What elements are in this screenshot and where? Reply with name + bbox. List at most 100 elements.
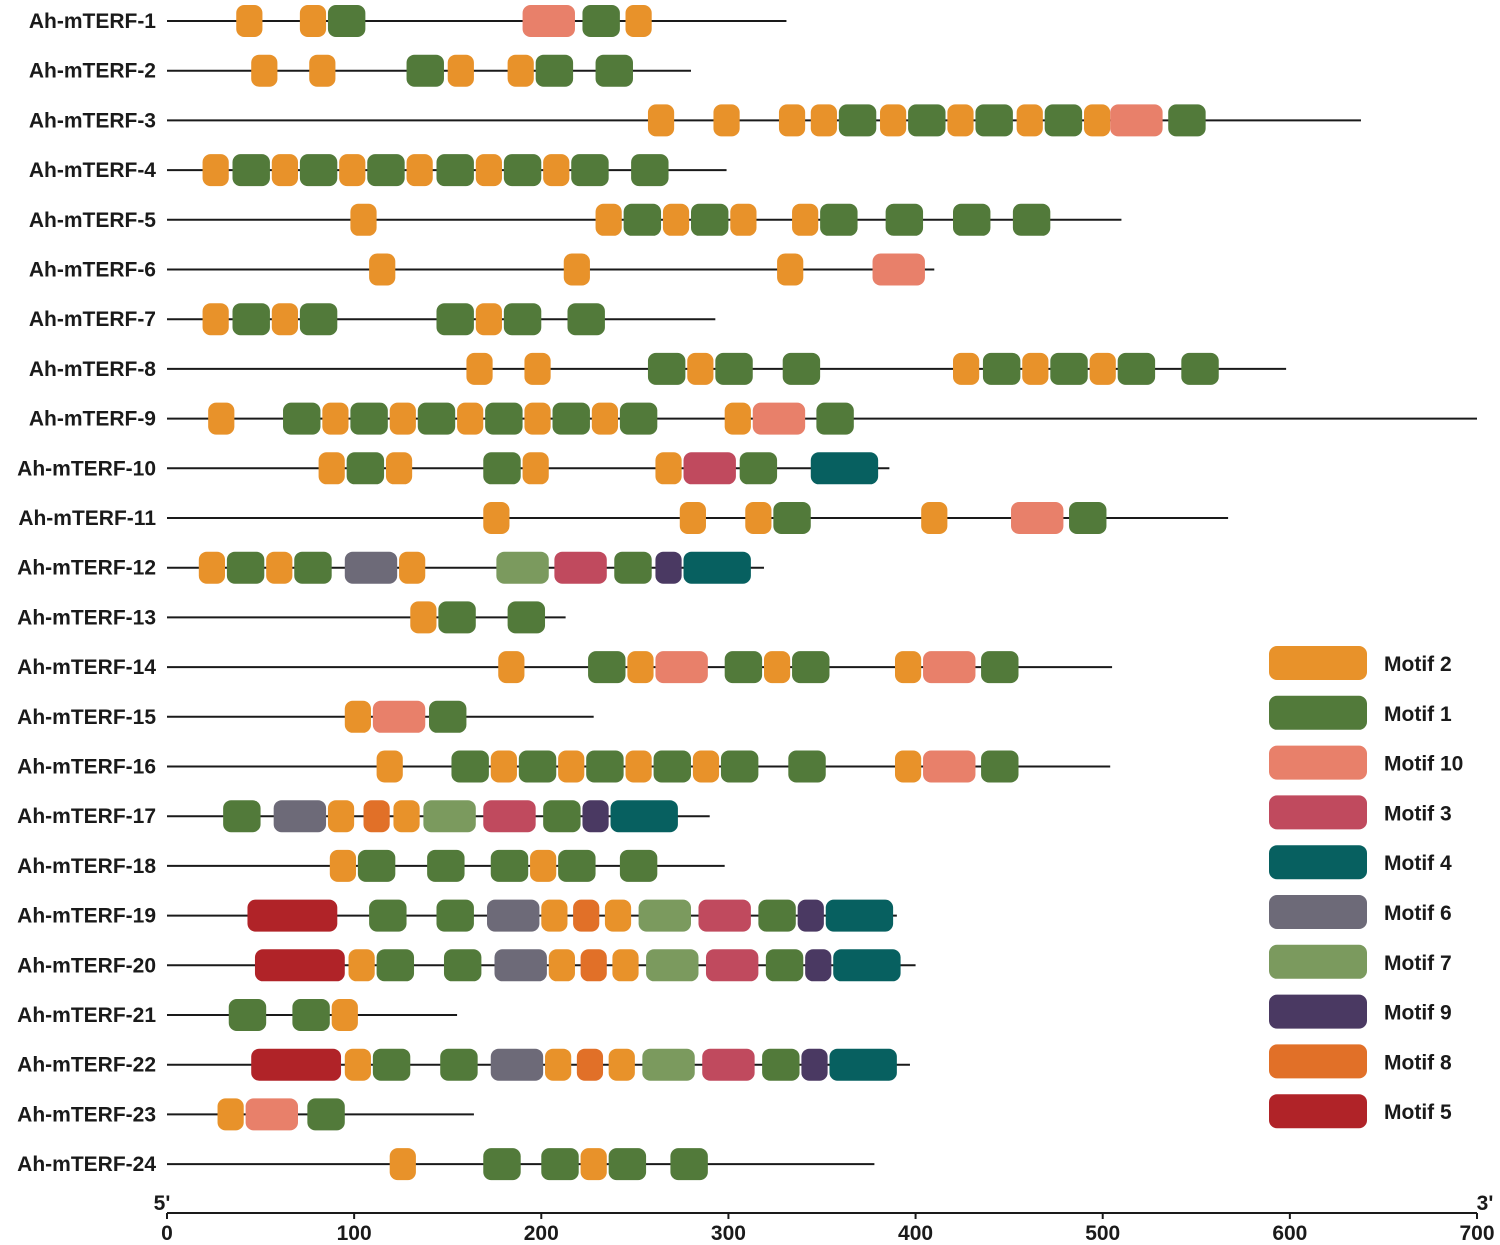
motif-box-motif-2 (548, 949, 575, 982)
motif-box-motif-2 (558, 750, 585, 783)
protein-label: Ah-mTERF-14 (17, 656, 156, 679)
protein-row: Ah-mTERF-5 (29, 203, 1122, 236)
motif-box-motif-1 (440, 1048, 478, 1081)
x-axis: 5' 3' 0 100 200 300 400 500 600 700 (154, 1192, 1495, 1245)
motif-box-motif-2 (202, 303, 229, 336)
legend-swatch (1269, 1094, 1367, 1129)
motif-box-motif-4 (833, 949, 901, 982)
motif-box-motif-2 (483, 502, 510, 534)
motif-box-motif-1 (653, 750, 691, 783)
protein-row: Ah-mTERF-7 (29, 303, 716, 336)
motif-box-motif-5 (247, 899, 338, 932)
protein-label: Ah-mTERF-16 (17, 756, 156, 779)
protein-row: Ah-mTERF-9 (29, 402, 1477, 435)
motif-box-motif-2 (322, 402, 349, 435)
motif-box-motif-2 (376, 750, 403, 783)
motif-box-motif-1 (982, 352, 1021, 385)
motif-box-motif-2 (331, 999, 358, 1031)
motif-box-motif-1 (483, 452, 521, 485)
motif-box-motif-10 (655, 651, 708, 684)
motif-box-motif-2 (524, 402, 551, 435)
motif-box-motif-2 (389, 402, 416, 435)
motif-box-motif-1 (647, 352, 686, 385)
motif-box-motif-2 (198, 551, 226, 584)
motif-box-motif-1 (975, 104, 1013, 137)
motif-box-motif-9 (805, 949, 832, 982)
motif-box-motif-3 (698, 899, 751, 932)
motif-box-motif-8 (363, 800, 390, 833)
motif-box-motif-1 (567, 303, 605, 336)
protein-row: Ah-mTERF-14 (17, 651, 1113, 684)
motif-box-motif-1 (346, 452, 385, 485)
protein-row: Ah-mTERF-6 (29, 253, 935, 286)
motif-box-motif-2 (524, 352, 551, 385)
motif-box-motif-9 (801, 1048, 828, 1081)
motif-box-motif-1 (483, 1148, 521, 1181)
legend-label: Motif 9 (1384, 1002, 1452, 1025)
motif-box-motif-1 (228, 999, 267, 1031)
motif-box-motif-1 (619, 402, 658, 435)
legend-item: Motif 2 (1269, 646, 1452, 680)
motif-box-motif-1 (720, 750, 759, 783)
legend-label: Motif 7 (1384, 952, 1452, 975)
motif-box-motif-1 (350, 402, 388, 435)
motif-box-motif-1 (1117, 352, 1156, 385)
motif-box-motif-1 (953, 203, 991, 236)
motif-box-motif-2 (792, 203, 819, 236)
legend-swatch (1269, 795, 1367, 830)
protein-row: Ah-mTERF-3 (29, 104, 1361, 137)
motif-box-motif-2 (385, 452, 413, 485)
motif-box-motif-1 (552, 402, 590, 435)
motif-box-motif-1 (436, 303, 474, 336)
motif-box-motif-2 (202, 154, 229, 187)
motif-box-motif-7 (646, 949, 699, 982)
motif-box-motif-9 (797, 899, 824, 932)
motif-box-motif-1 (438, 601, 476, 634)
legend-swatch (1269, 994, 1367, 1029)
protein-row: Ah-mTERF-12 (17, 551, 764, 584)
legend-swatch (1269, 845, 1367, 880)
motif-box-motif-2 (271, 154, 298, 187)
motif-box-motif-1 (595, 54, 633, 87)
protein-label: Ah-mTERF-5 (29, 209, 156, 232)
motif-box-motif-1 (1044, 104, 1083, 137)
motif-box-motif-9 (655, 551, 682, 584)
protein-label: Ah-mTERF-12 (17, 557, 156, 580)
legend-swatch (1269, 895, 1367, 929)
protein-row: Ah-mTERF-20 (17, 949, 916, 982)
x-tick-label: 200 (524, 1222, 559, 1245)
protein-row: Ah-mTERF-23 (17, 1098, 474, 1131)
three-prime-label: 3' (1477, 1192, 1494, 1215)
motif-box-motif-2 (1089, 352, 1116, 385)
motif-box-motif-2 (880, 104, 907, 137)
motif-box-motif-10 (1110, 104, 1163, 137)
motif-box-motif-2 (1022, 352, 1049, 385)
motif-box-motif-2 (344, 700, 371, 733)
motif-box-motif-2 (410, 601, 437, 634)
protein-label: Ah-mTERF-23 (17, 1103, 156, 1126)
motif-box-motif-2 (655, 452, 682, 485)
motif-box-motif-2 (208, 402, 235, 435)
motif-box-motif-1 (724, 651, 763, 684)
motif-box-motif-10 (372, 700, 426, 733)
protein-row: Ah-mTERF-4 (29, 154, 727, 187)
motif-box-motif-2 (350, 203, 377, 236)
motif-box-motif-6 (487, 899, 540, 932)
motif-box-motif-6 (494, 949, 547, 982)
legend-item: Motif 7 (1269, 944, 1452, 979)
protein-label: Ah-mTERF-9 (29, 408, 156, 431)
legend-item: Motif 10 (1269, 745, 1463, 780)
x-tick-label: 100 (337, 1222, 372, 1245)
motif-box-motif-7 (638, 899, 691, 932)
motif-box-motif-3 (705, 949, 759, 982)
motif-box-motif-1 (490, 849, 529, 882)
motif-box-motif-2 (679, 502, 706, 534)
motif-box-motif-1 (691, 203, 729, 236)
motif-box-motif-1 (327, 5, 366, 37)
motif-box-motif-2 (608, 1048, 635, 1081)
motif-box-motif-4 (810, 452, 879, 485)
motif-box-motif-1 (541, 1148, 579, 1181)
protein-label: Ah-mTERF-3 (29, 109, 156, 132)
protein-row: Ah-mTERF-24 (17, 1148, 875, 1181)
motif-box-motif-1 (503, 303, 542, 336)
